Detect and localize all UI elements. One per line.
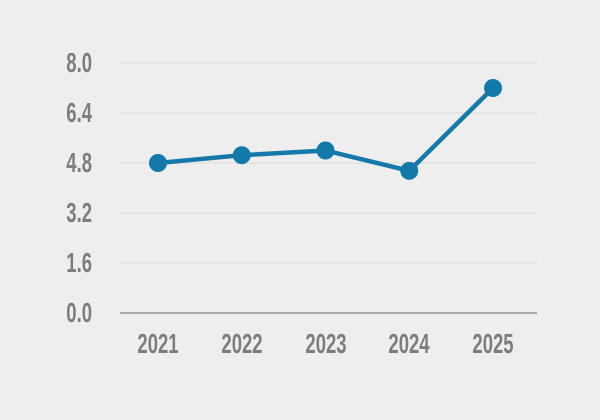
y-axis-tick-label: 1.6 — [66, 247, 92, 278]
data-point-marker — [232, 146, 251, 165]
y-axis-tick-label: 8.0 — [66, 47, 92, 78]
data-point-marker — [400, 161, 419, 180]
data-point-marker — [484, 79, 502, 97]
data-point-marker — [316, 141, 335, 160]
x-axis-tick-label: 2024 — [388, 328, 430, 359]
y-axis-tick-label: 0.0 — [66, 297, 92, 328]
x-axis-tick-label: 2025 — [472, 328, 514, 359]
x-axis-tick-label: 2023 — [304, 328, 347, 359]
x-axis-tick-label: 2022 — [221, 328, 263, 359]
y-axis-tick-label: 4.8 — [66, 147, 92, 178]
y-axis-tick-label: 6.4 — [66, 97, 92, 128]
y-axis-tick-label: 3.2 — [66, 197, 92, 228]
data-point-marker — [149, 154, 167, 172]
x-axis-tick-label: 2021 — [137, 328, 179, 359]
